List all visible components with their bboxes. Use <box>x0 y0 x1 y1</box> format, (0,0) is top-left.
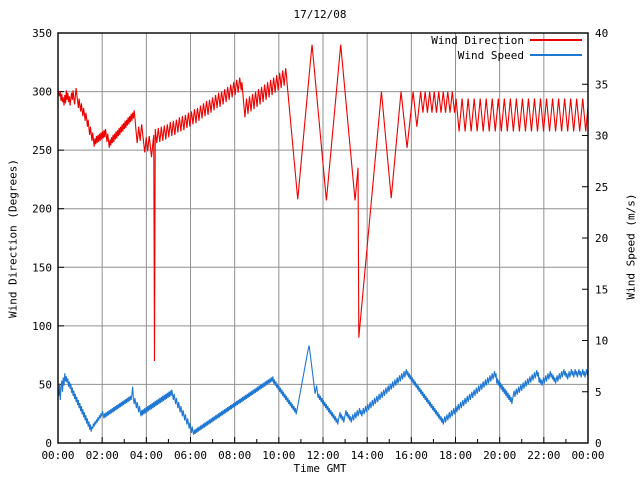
tick-label-right: 15 <box>595 283 608 296</box>
tick-label-x: 22:00 <box>527 449 560 462</box>
series-layer <box>57 44 589 435</box>
grid-layer <box>58 33 588 443</box>
tick-label-right: 25 <box>595 181 608 194</box>
x-axis-label: Time GMT <box>293 462 347 475</box>
tick-label-x: 02:00 <box>86 449 119 462</box>
tick-label-x: 10:00 <box>262 449 295 462</box>
tick-label-x: 04:00 <box>130 449 163 462</box>
tick-label-right: 20 <box>595 232 608 245</box>
tick-label-right: 10 <box>595 335 608 348</box>
tick-label-right: 35 <box>595 78 608 91</box>
tick-label-x: 18:00 <box>439 449 472 462</box>
series-line-wind-direction <box>57 44 589 362</box>
tick-label-right: 5 <box>595 386 602 399</box>
tick-label-x: 14:00 <box>351 449 384 462</box>
tick-label-left: 350 <box>32 27 52 40</box>
axes-frame <box>57 32 589 444</box>
tick-label-left: 0 <box>45 437 52 450</box>
tick-label-left: 250 <box>32 144 52 157</box>
tick-label-right: 40 <box>595 27 608 40</box>
tick-label-x: 08:00 <box>218 449 251 462</box>
tick-label-left: 50 <box>39 378 52 391</box>
tick-labels-layer: 0 50 100 150 200 250 300 350 0 5 10 15 20 25 30 35 40 00:… <box>32 27 608 462</box>
tick-label-x: 06:00 <box>174 449 207 462</box>
tick-label-left: 200 <box>32 203 52 216</box>
tick-label-right: 0 <box>595 437 602 450</box>
tick-label-x: 16:00 <box>395 449 428 462</box>
tick-label-x: 12:00 <box>306 449 339 462</box>
tick-label-left: 300 <box>32 86 52 99</box>
tick-label-left: 100 <box>32 320 52 333</box>
plot-frame <box>57 32 589 444</box>
tick-label-x: 20:00 <box>483 449 516 462</box>
chart-title: 17/12/08 <box>293 8 347 21</box>
legend-label-1: Wind Speed <box>458 49 524 62</box>
series-line-wind-speed <box>57 345 589 435</box>
tick-label-left: 150 <box>32 261 52 274</box>
tick-label-x: 00:00 <box>41 449 74 462</box>
tick-label-x: 00:00 <box>571 449 604 462</box>
legend-label-0: Wind Direction <box>431 34 524 47</box>
legend: Wind Direction Wind Speed <box>431 34 582 62</box>
tick-label-right: 30 <box>595 130 608 143</box>
